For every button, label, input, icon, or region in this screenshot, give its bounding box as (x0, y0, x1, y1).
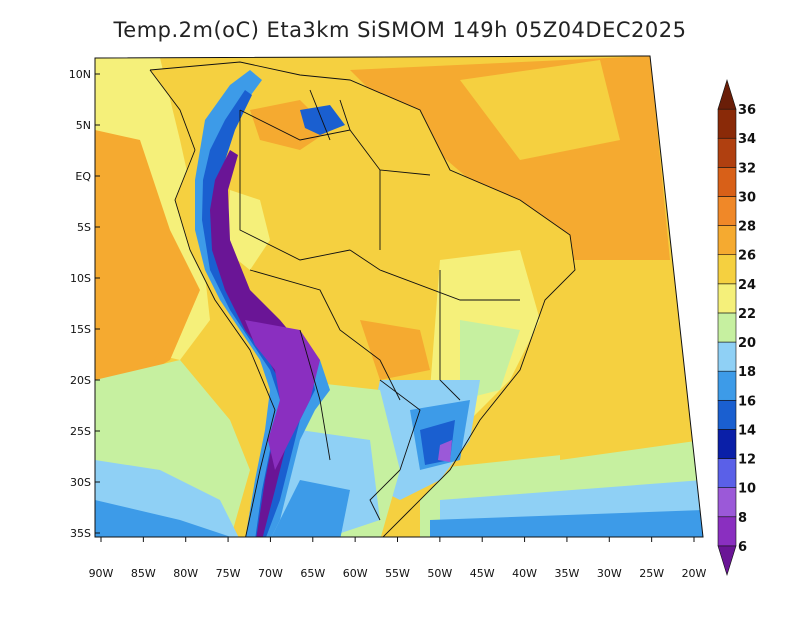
lon-tick-label: 60W (343, 567, 368, 580)
colorbar-label: 16 (738, 394, 756, 409)
lon-tick-label: 55W (385, 567, 410, 580)
colorbar-label: 28 (738, 220, 756, 235)
map-title: Temp.2m(oC) Eta3km SiSMOM 149h 05Z04DEC2… (113, 18, 687, 42)
colorbar-segment (717, 341, 737, 372)
colorbar-segment (717, 458, 737, 488)
colorbar-label: 18 (738, 365, 756, 380)
lon-tick-label: 35W (554, 567, 579, 580)
lon-tick-label: 80W (173, 567, 198, 580)
lat-tick-label: 5S (77, 221, 91, 234)
colorbar-segment (717, 196, 737, 226)
colorbar-label: 30 (738, 190, 756, 205)
colorbar-label: 24 (738, 278, 756, 293)
colorbar-segment (717, 312, 737, 343)
colorbar-segment (717, 167, 737, 197)
colorbar-segment (717, 254, 737, 285)
lat-tick-label: 30S (70, 476, 91, 489)
lat-tick-label: 5N (76, 119, 91, 132)
colorbar-segment (717, 225, 737, 256)
lat-tick-label: 10N (69, 68, 91, 81)
lon-tick-label: 70W (258, 567, 283, 580)
country-borders (149, 61, 576, 537)
colorbar-segment (717, 487, 737, 518)
colorbar-label: 14 (738, 423, 756, 438)
colorbar-segment (717, 137, 737, 168)
lat-tick-label: 10S (70, 272, 91, 285)
colorbar-label: 26 (738, 249, 756, 264)
lon-tick-label: 65W (300, 567, 325, 580)
lon-tick-label: 85W (131, 567, 156, 580)
colorbar-label: 10 (738, 482, 756, 497)
temperature-field (95, 56, 703, 537)
colorbar-label: 6 (738, 540, 747, 555)
colorbar-label: 20 (738, 336, 756, 351)
colorbar-segment (717, 108, 737, 139)
colorbar-label: 34 (738, 132, 756, 147)
lat-tick-label: 35S (70, 527, 91, 540)
colorbar-label: 36 (738, 103, 756, 118)
lon-tick-label: 30W (597, 567, 622, 580)
colorbar-segment (717, 545, 737, 577)
latitude-axis: 10N 5N EQ 5S 10S 15S 20S 25S 30S 35S (69, 68, 100, 540)
colorbar-segment (717, 399, 737, 430)
lat-tick-label: EQ (75, 170, 91, 183)
lon-tick-label: 90W (89, 567, 114, 580)
colorbar-segment (717, 370, 737, 401)
colorbar-segment (717, 429, 737, 459)
colorbar-label: 8 (738, 511, 747, 526)
lat-tick-label: 20S (70, 374, 91, 387)
plot-frame (94, 55, 704, 538)
colorbar: 6 8 10 12 14 16 18 20 22 24 26 28 30 32 34 36 (717, 78, 756, 577)
colorbar-segment (717, 283, 737, 314)
lon-tick-label: 40W (512, 567, 537, 580)
colorbar-segment (717, 516, 737, 547)
colorbar-label: 22 (738, 307, 756, 322)
colorbar-segment (717, 78, 737, 110)
lat-tick-label: 15S (70, 323, 91, 336)
lon-tick-label: 75W (216, 567, 241, 580)
colorbar-label: 32 (738, 161, 756, 176)
lon-tick-label: 25W (639, 567, 664, 580)
lat-tick-label: 25S (70, 425, 91, 438)
colorbar-label: 12 (738, 453, 756, 468)
lon-tick-label: 45W (470, 567, 495, 580)
lon-tick-label: 50W (427, 567, 452, 580)
longitude-axis: 90W 85W 80W 75W 70W 65W 60W 55W 50W 45W 40W 35W 30W 2… (89, 537, 707, 580)
lon-tick-label: 20W (682, 567, 707, 580)
